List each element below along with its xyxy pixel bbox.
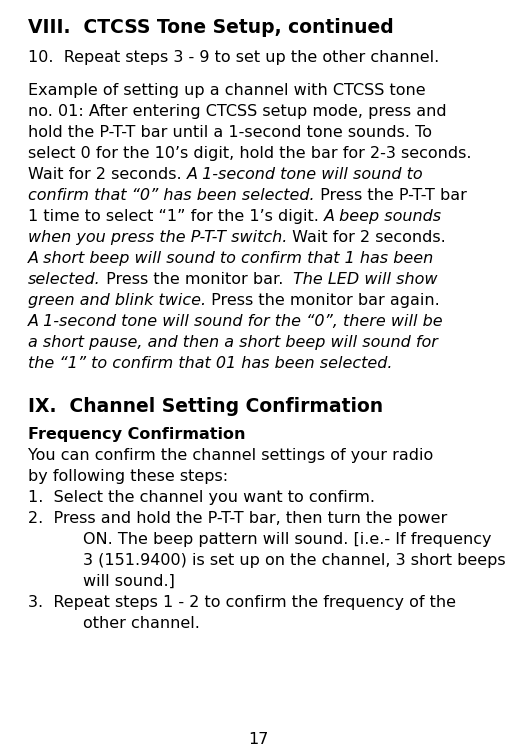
Text: 10.  Repeat steps 3 - 9 to set up the other channel.: 10. Repeat steps 3 - 9 to set up the oth… bbox=[28, 50, 439, 65]
Text: when you press the P-T-T switch.: when you press the P-T-T switch. bbox=[28, 230, 287, 245]
Text: Press the P-T-T bar: Press the P-T-T bar bbox=[315, 188, 466, 203]
Text: A beep sounds: A beep sounds bbox=[324, 209, 442, 224]
Text: 2.  Press and hold the P-T-T bar, then turn the power: 2. Press and hold the P-T-T bar, then tu… bbox=[28, 511, 447, 526]
Text: selected.: selected. bbox=[28, 272, 101, 287]
Text: Wait for 2 seconds.: Wait for 2 seconds. bbox=[28, 167, 187, 182]
Text: ON. The beep pattern will sound. [i.e.- If frequency: ON. The beep pattern will sound. [i.e.- … bbox=[83, 532, 492, 547]
Text: 3.  Repeat steps 1 - 2 to confirm the frequency of the: 3. Repeat steps 1 - 2 to confirm the fre… bbox=[28, 595, 456, 610]
Text: by following these steps:: by following these steps: bbox=[28, 469, 228, 484]
Text: a short pause, and then a short beep will sound for: a short pause, and then a short beep wil… bbox=[28, 335, 438, 350]
Text: will sound.]: will sound.] bbox=[83, 574, 175, 589]
Text: Press the monitor bar again.: Press the monitor bar again. bbox=[206, 293, 440, 308]
Text: A 1-second tone will sound to: A 1-second tone will sound to bbox=[187, 167, 423, 182]
Text: A short beep will sound to confirm that 1 has been: A short beep will sound to confirm that … bbox=[28, 251, 434, 266]
Text: 1 time to select “1” for the 1’s digit.: 1 time to select “1” for the 1’s digit. bbox=[28, 209, 324, 224]
Text: 1.  Select the channel you want to confirm.: 1. Select the channel you want to confir… bbox=[28, 490, 375, 505]
Text: hold the P-T-T bar until a 1-second tone sounds. To: hold the P-T-T bar until a 1-second tone… bbox=[28, 125, 432, 140]
Text: other channel.: other channel. bbox=[83, 616, 200, 631]
Text: 17: 17 bbox=[248, 732, 269, 747]
Text: VIII.  CTCSS Tone Setup, continued: VIII. CTCSS Tone Setup, continued bbox=[28, 18, 394, 37]
Text: IX.  Channel Setting Confirmation: IX. Channel Setting Confirmation bbox=[28, 397, 383, 416]
Text: The LED will show: The LED will show bbox=[293, 272, 438, 287]
Text: 3 (151.9400) is set up on the channel, 3 short beeps: 3 (151.9400) is set up on the channel, 3… bbox=[83, 553, 506, 568]
Text: Wait for 2 seconds.: Wait for 2 seconds. bbox=[287, 230, 446, 245]
Text: green and blink twice.: green and blink twice. bbox=[28, 293, 206, 308]
Text: A 1-second tone will sound for the “0”, there will be: A 1-second tone will sound for the “0”, … bbox=[28, 314, 444, 329]
Text: select 0 for the 10’s digit, hold the bar for 2-3 seconds.: select 0 for the 10’s digit, hold the ba… bbox=[28, 146, 472, 161]
Text: no. 01: After entering CTCSS setup mode, press and: no. 01: After entering CTCSS setup mode,… bbox=[28, 104, 447, 119]
Text: Frequency Confirmation: Frequency Confirmation bbox=[28, 427, 246, 442]
Text: Example of setting up a channel with CTCSS tone: Example of setting up a channel with CTC… bbox=[28, 83, 425, 98]
Text: the “1” to confirm that 01 has been selected.: the “1” to confirm that 01 has been sele… bbox=[28, 356, 392, 371]
Text: You can confirm the channel settings of your radio: You can confirm the channel settings of … bbox=[28, 448, 433, 463]
Text: confirm that “0” has been selected.: confirm that “0” has been selected. bbox=[28, 188, 315, 203]
Text: Press the monitor bar.: Press the monitor bar. bbox=[101, 272, 293, 287]
